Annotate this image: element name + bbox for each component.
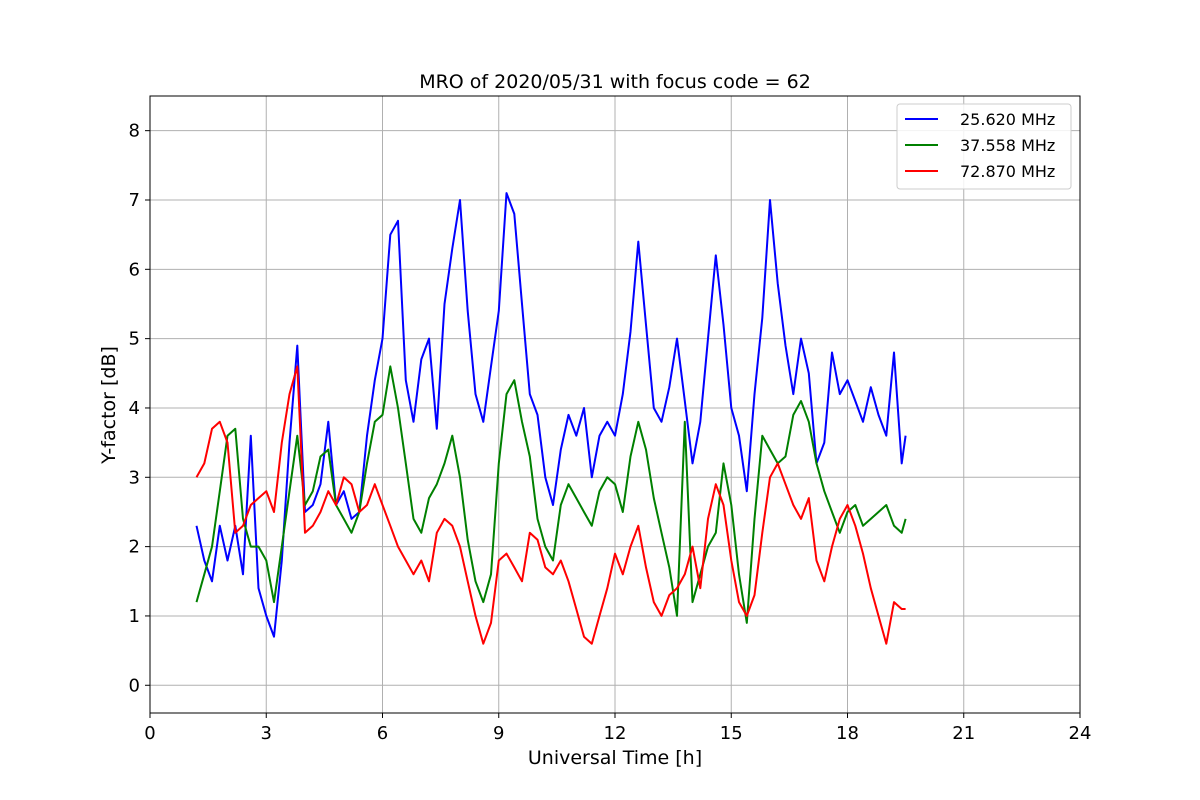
y-tick-label: 2 — [129, 537, 140, 558]
y-tick-label: 3 — [129, 467, 140, 488]
x-tick-label: 9 — [493, 723, 504, 744]
y-tick-label: 8 — [129, 121, 140, 142]
y-tick-label: 7 — [129, 190, 140, 211]
legend-entry: 25.620 MHz — [960, 110, 1055, 129]
y-tick-label: 5 — [129, 329, 140, 350]
x-tick-label: 3 — [261, 723, 272, 744]
legend-entry: 37.558 MHz — [960, 136, 1055, 155]
y-axis-label: Y-factor [dB] — [98, 346, 120, 465]
series-line-25-620-mhz — [195, 192, 907, 638]
y-tick-label: 4 — [129, 398, 140, 419]
y-tick-label: 1 — [129, 606, 140, 627]
x-tick-label: 18 — [836, 723, 859, 744]
series-line-37-558-mhz — [195, 365, 907, 624]
x-axis-label: Universal Time [h] — [528, 747, 702, 769]
y-tick-label: 6 — [129, 259, 140, 280]
series-line-72-870-mhz — [195, 365, 906, 645]
series-layer — [195, 192, 907, 645]
x-tick-label: 0 — [144, 723, 155, 744]
x-tick-label: 24 — [1069, 723, 1092, 744]
legend-entry: 72.870 MHz — [960, 162, 1055, 181]
legend-box — [896, 103, 1072, 190]
legend: 25.620 MHz 37.558 MHz 72.870 MHz — [896, 103, 1072, 190]
x-tick-label: 15 — [720, 723, 743, 744]
x-tick-label: 12 — [604, 723, 627, 744]
y-tick-label: 0 — [129, 675, 140, 696]
chart-title: MRO of 2020/05/31 with focus code = 62 — [419, 71, 811, 93]
x-tick-label: 6 — [377, 723, 388, 744]
x-tick-label: 21 — [952, 723, 975, 744]
